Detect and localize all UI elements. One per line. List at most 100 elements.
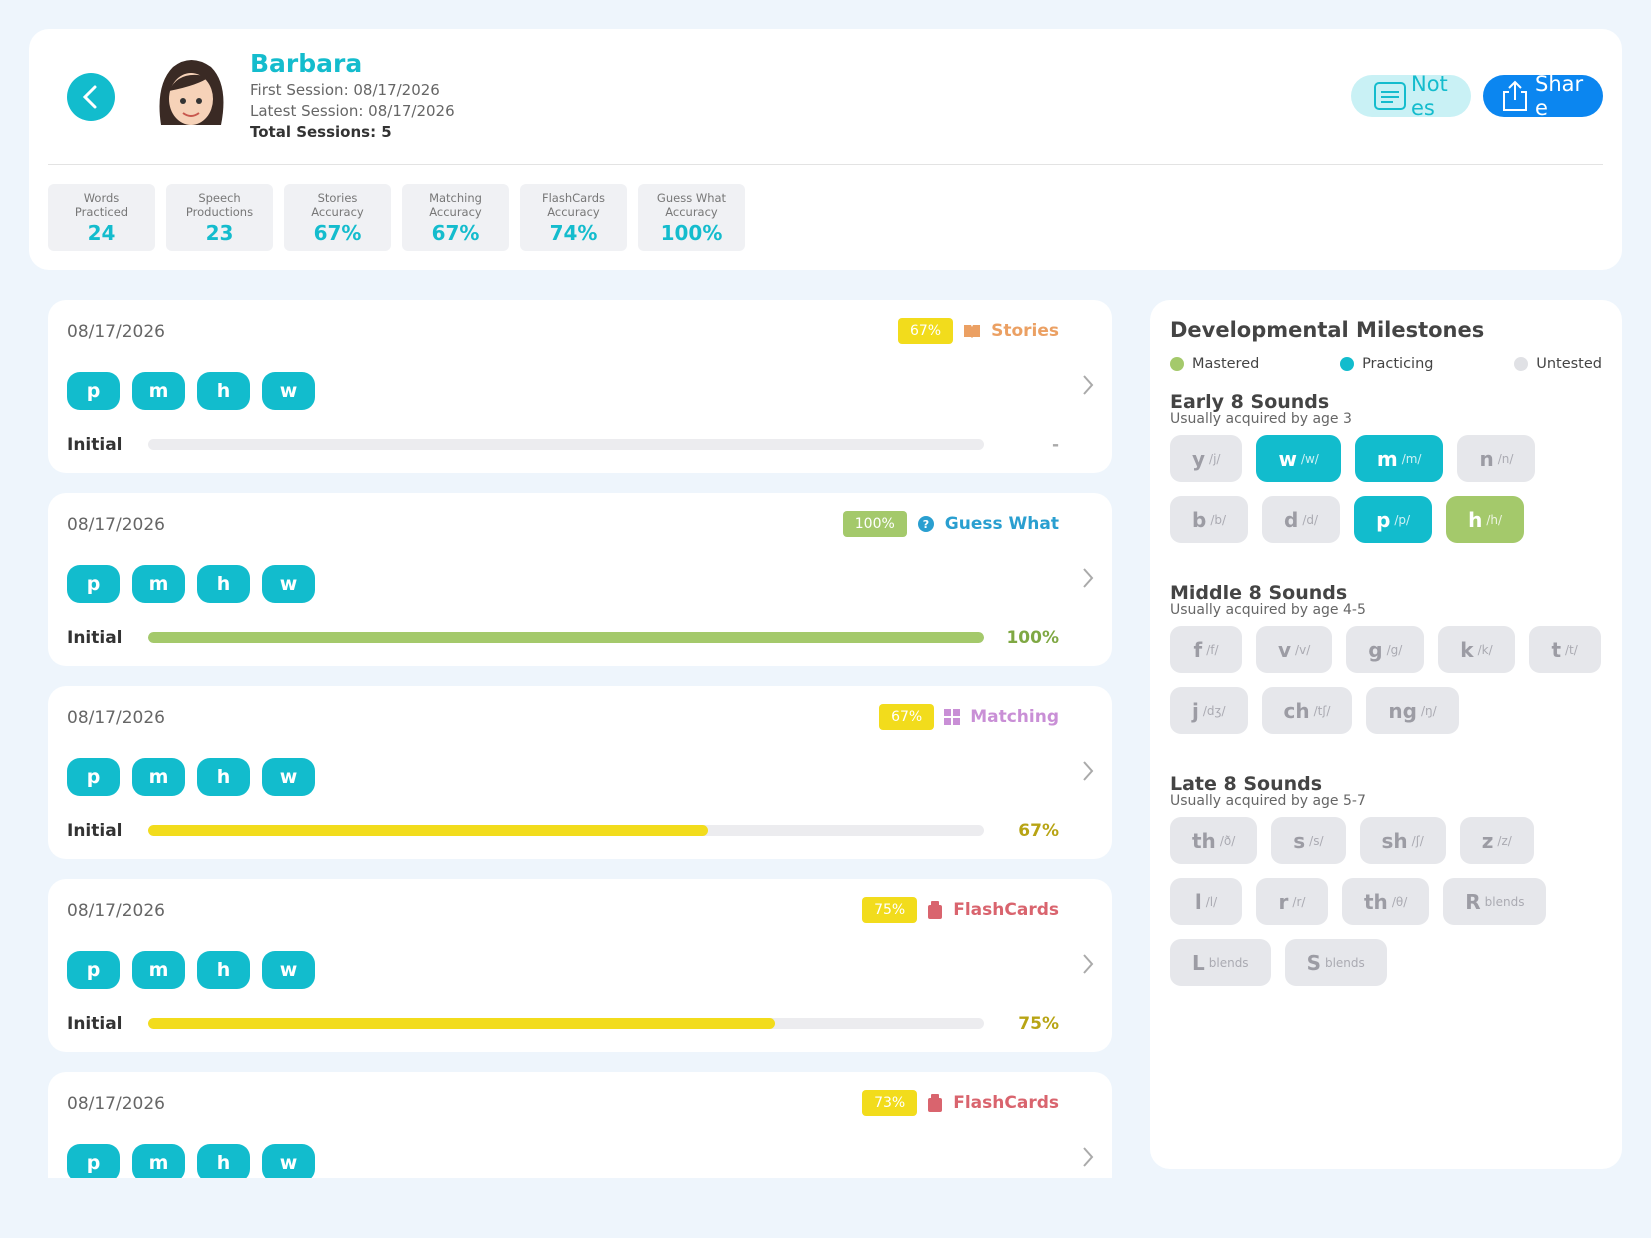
sound-chip: p <box>67 951 120 989</box>
legend-dot <box>1340 357 1355 371</box>
sound-letter: k <box>1460 637 1474 662</box>
sound-tile[interactable]: t/t/ <box>1528 626 1601 673</box>
sound-letter: n <box>1479 446 1494 471</box>
session-date: 08/17/2026 <box>67 1094 165 1114</box>
sound-ipa: /tʃ/ <box>1313 703 1331 718</box>
sound-tile[interactable]: y/j/ <box>1170 435 1243 482</box>
sound-letter: d <box>1284 507 1299 532</box>
sound-tile[interactable]: d/d/ <box>1262 496 1341 543</box>
sound-ipa: /t/ <box>1565 642 1578 657</box>
sound-tile[interactable]: w/w/ <box>1256 435 1341 482</box>
sound-ipa: /d/ <box>1302 512 1319 527</box>
sound-ipa: /θ/ <box>1391 894 1408 909</box>
stat-label: Speech Productions <box>185 191 254 219</box>
sound-tile[interactable]: ch/tʃ/ <box>1261 687 1353 734</box>
sound-tile[interactable]: k/k/ <box>1438 626 1515 673</box>
share-label: Share <box>1535 75 1584 117</box>
activity-name: FlashCards <box>953 1093 1059 1113</box>
sound-ipa: /v/ <box>1295 642 1311 657</box>
progress-track <box>148 1018 984 1029</box>
back-button[interactable] <box>67 73 115 121</box>
header-card: Barbara First Session: 08/17/2026 Latest… <box>29 29 1622 270</box>
sound-tile[interactable]: r/r/ <box>1256 878 1328 925</box>
sound-chip: h <box>197 565 250 603</box>
session-card[interactable]: 08/17/2026 67% Matching p m h w Initial 67% <box>48 686 1112 859</box>
sound-letter: m <box>1376 446 1398 471</box>
stat-value: 23 <box>205 221 234 245</box>
sound-tile[interactable]: j/dʒ/ <box>1170 687 1248 734</box>
session-card[interactable]: 08/17/2026 100%? Guess What p m h w Initial 100% <box>48 493 1112 666</box>
sound-chip: m <box>132 372 185 410</box>
sound-ipa: /p/ <box>1394 512 1411 527</box>
sound-tile[interactable]: z/z/ <box>1459 817 1534 864</box>
sound-tile[interactable]: b/b/ <box>1170 496 1249 543</box>
sound-tile[interactable]: n/n/ <box>1457 435 1536 482</box>
stat-label: Matching Accuracy <box>429 191 482 219</box>
sound-letter: ng <box>1388 698 1417 723</box>
sound-letter: y <box>1192 446 1206 471</box>
legend-item: Untested <box>1514 356 1602 372</box>
stat-label: FlashCards Accuracy <box>541 191 606 219</box>
sound-ipa: /z/ <box>1497 833 1512 848</box>
score-badge: 100% <box>842 511 907 537</box>
sound-tile[interactable]: th/ð/ <box>1170 817 1258 864</box>
sound-letter: r <box>1278 889 1289 914</box>
session-card[interactable]: 08/17/2026 67% Stories p m h w Initial - <box>48 300 1112 473</box>
progress-track <box>148 825 984 836</box>
chevron <box>1082 760 1094 786</box>
session-card[interactable]: 08/17/2026 73% FlashCards p m h w <box>48 1072 1112 1178</box>
sound-tile[interactable]: s/s/ <box>1271 817 1346 864</box>
notes-button[interactable]: Notes <box>1351 75 1471 117</box>
session-date: 08/17/2026 <box>67 515 165 535</box>
sound-ipa: /n/ <box>1497 451 1514 466</box>
sound-tile[interactable]: l/l/ <box>1170 878 1242 925</box>
sound-tile[interactable]: h/h/ <box>1446 496 1525 543</box>
sound-grid: f/f/v/v/g/g/k/k/t/t/j/dʒ/ch/tʃ/ng/ŋ/ <box>1170 626 1602 734</box>
session-card[interactable]: 08/17/2026 75% FlashCards p m h w Initial 75% <box>48 879 1112 1052</box>
sound-letter: R <box>1465 889 1481 914</box>
milestones-card: Developmental Milestones Mastered Practic… <box>1150 300 1622 1169</box>
activity-icon: ? <box>917 515 935 533</box>
session-header: 100%? Guess What <box>842 511 1059 537</box>
sound-ipa: /ŋ/ <box>1420 703 1437 718</box>
position-label: Initial <box>67 628 123 648</box>
sound-tile[interactable]: m/m/ <box>1354 435 1444 482</box>
sound-chip: m <box>132 565 185 603</box>
latest-session: Latest Session: 08/17/2026 <box>250 102 455 120</box>
progress-fill <box>148 1018 775 1029</box>
sound-grid: y/j/w/w/m/m/n/n/b/b/d/d/p/p/h/h/ <box>1170 435 1602 543</box>
sound-chip: p <box>67 1144 120 1178</box>
sound-tile[interactable]: g/g/ <box>1346 626 1425 673</box>
chevron <box>1082 374 1094 400</box>
sound-tile[interactable]: th/θ/ <box>1342 878 1430 925</box>
group-title: Late 8 Sounds <box>1170 773 1323 795</box>
activity-name: FlashCards <box>953 900 1059 920</box>
sound-letter: L <box>1192 950 1205 975</box>
patient-name: Barbara <box>250 49 363 78</box>
sound-chip: m <box>132 1144 185 1178</box>
activity-name: Matching <box>970 707 1059 727</box>
position-label: Initial <box>67 435 123 455</box>
sound-tile[interactable]: v/v/ <box>1256 626 1333 673</box>
sound-tile[interactable]: ng/ŋ/ <box>1366 687 1459 734</box>
group-subtitle: Usually acquired by age 3 <box>1170 411 1352 427</box>
accuracy-label: - <box>1051 435 1059 455</box>
stat-value: 24 <box>87 221 116 245</box>
sound-letter: l <box>1194 889 1202 914</box>
share-button[interactable]: Share <box>1483 75 1603 117</box>
sound-letter: f <box>1193 637 1203 662</box>
sound-chip: h <box>197 1144 250 1178</box>
sound-tile[interactable]: sh/ʃ/ <box>1359 817 1446 864</box>
sound-ipa: /s/ <box>1309 833 1324 848</box>
sound-tile[interactable]: f/f/ <box>1170 626 1242 673</box>
sound-ipa: /g/ <box>1386 642 1403 657</box>
sound-tile[interactable]: p/p/ <box>1354 496 1433 543</box>
separator <box>48 164 1603 165</box>
stat-label: Stories Accuracy <box>311 191 364 219</box>
sound-ipa: /f/ <box>1206 642 1219 657</box>
sound-chip: h <box>197 372 250 410</box>
